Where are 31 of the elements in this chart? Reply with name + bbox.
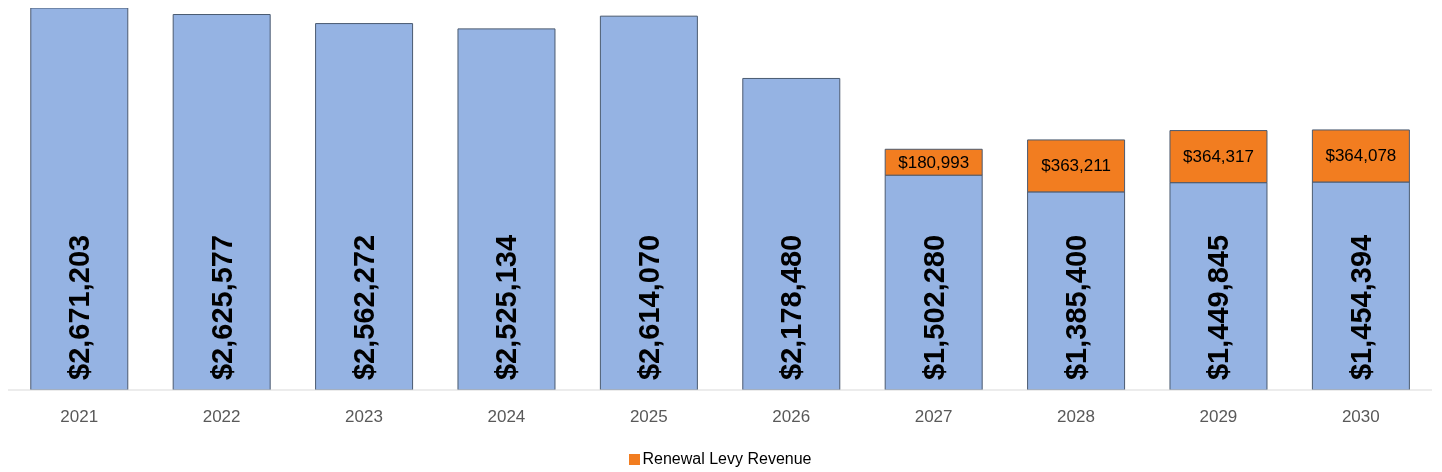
data-label: $2,671,203	[63, 234, 96, 380]
data-label: $1,454,394	[1344, 234, 1377, 380]
bar	[315, 23, 414, 390]
data-label: $364,078	[1325, 146, 1397, 166]
bar	[742, 77, 841, 390]
x-tick-label: 2022	[202, 407, 241, 427]
legend-label: Renewal Levy Revenue	[641, 450, 812, 468]
x-tick-label: 2023	[345, 407, 383, 427]
bar	[457, 28, 556, 390]
data-label: $1,449,845	[1202, 234, 1235, 380]
bar	[599, 15, 698, 390]
data-label: $1,385,400	[1060, 234, 1093, 380]
x-tick-label: 2024	[487, 407, 526, 427]
x-tick-label: 2029	[1199, 407, 1238, 427]
data-label: $2,525,134	[490, 234, 523, 380]
x-tick-label: 2028	[1057, 407, 1095, 427]
data-label: $363,211	[1041, 156, 1111, 176]
x-tick-label: 2021	[60, 407, 99, 427]
data-label: $2,178,480	[775, 234, 808, 380]
data-label: $2,562,272	[348, 234, 381, 380]
data-label: $180,993	[898, 152, 970, 172]
data-label: $2,625,577	[205, 234, 238, 380]
data-label: $364,317	[1183, 147, 1254, 167]
bar	[30, 8, 129, 390]
x-tick-label: 2025	[629, 407, 668, 427]
x-tick-label: 2027	[914, 407, 953, 427]
x-tick-label: 2026	[772, 407, 811, 427]
data-label: $2,614,070	[632, 234, 665, 380]
x-tick-label: 2030	[1341, 407, 1380, 427]
data-label: $1,502,280	[917, 234, 950, 380]
bar	[172, 14, 271, 390]
